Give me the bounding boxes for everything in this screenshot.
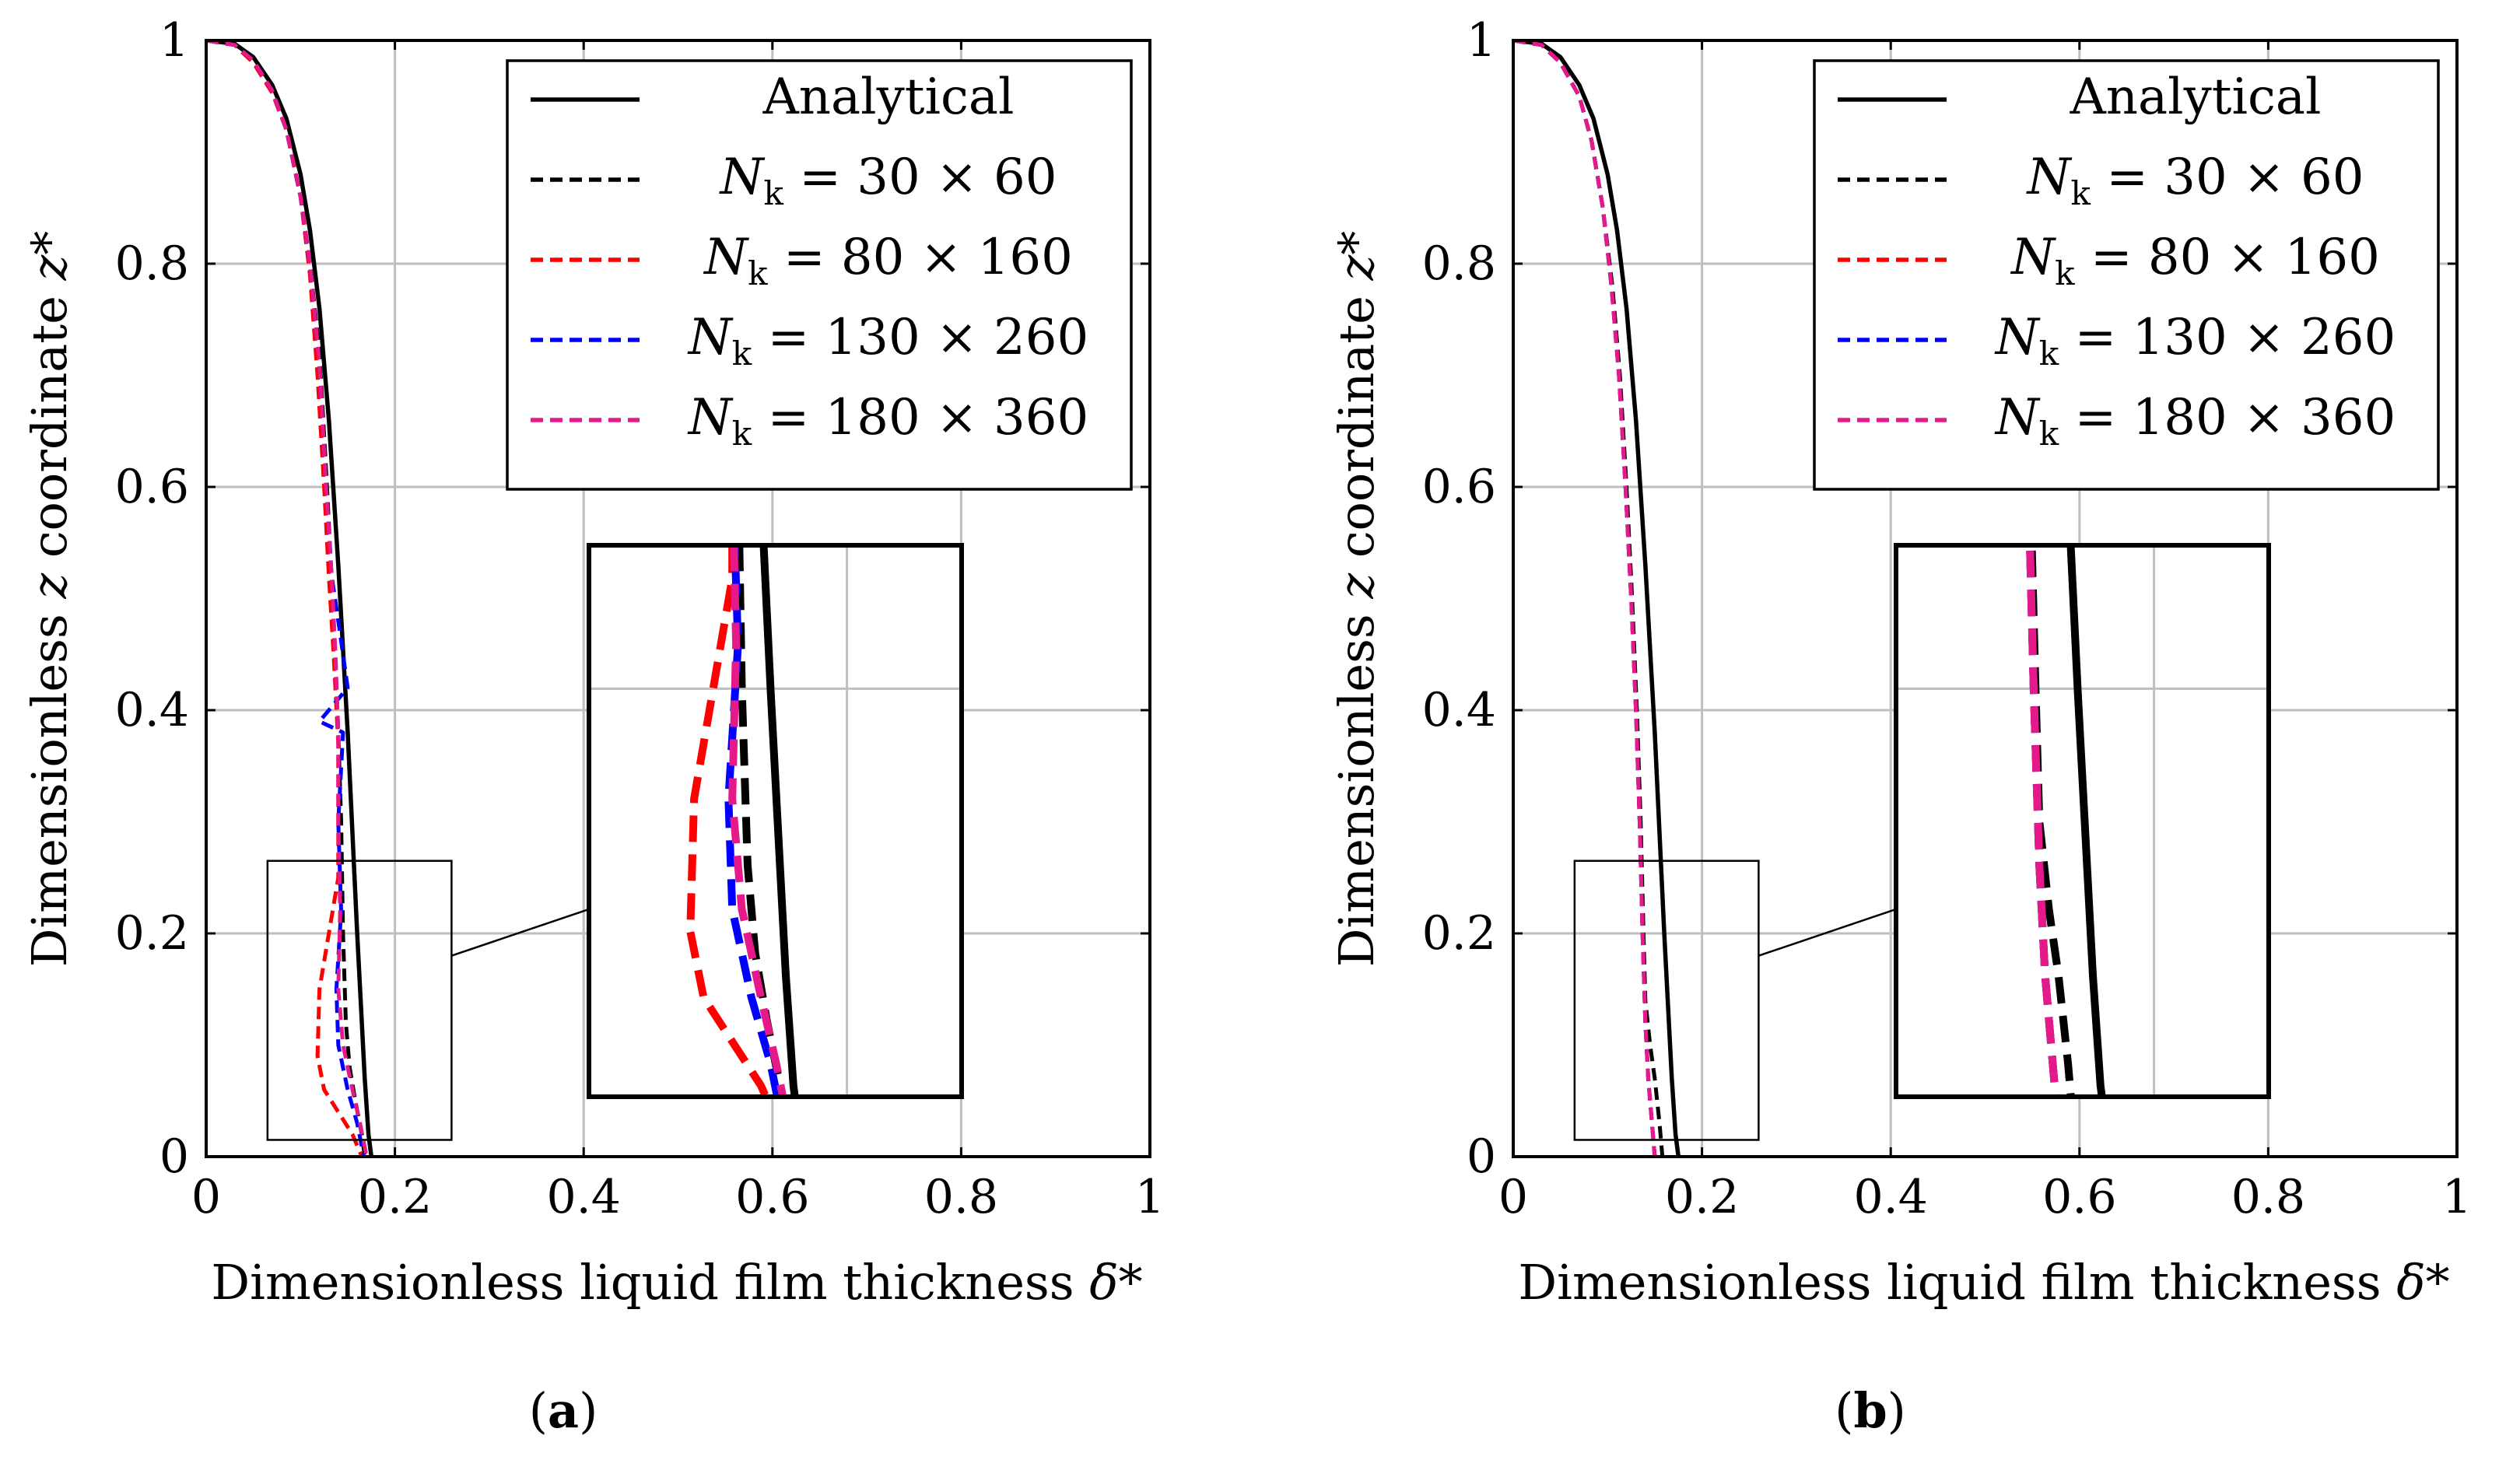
- y-tick-label: 0.8: [1422, 236, 1496, 291]
- legend-box: [506, 59, 1133, 491]
- x-axis-label: Dimensionless liquid film thickness δ*: [1518, 1254, 2449, 1311]
- zoom-region-box: [266, 860, 453, 1141]
- legend-label-0: Analytical: [2070, 68, 2322, 126]
- series-group: [206, 40, 374, 1157]
- y-axis-label: Dimensionless z coordinate z*: [1328, 231, 1385, 968]
- legend-label-3: Nk = 130 × 260: [1994, 309, 2396, 373]
- y-tick-label: 0.8: [115, 236, 189, 291]
- y-tick-label: 0.2: [1422, 906, 1496, 961]
- inset-frame: [587, 543, 964, 1099]
- chart-panel-b: 0 0.2 0.4 0.6 0.8 1 0 0.2 0.4 0.6 0.8 1 Dimensionles…: [1328, 13, 2472, 1439]
- x-tick-label: 0.8: [924, 1170, 998, 1224]
- inset-series-line-4: [2026, 545, 2060, 1097]
- x-tick-label: 0.6: [2042, 1170, 2116, 1224]
- legend-label-4: Nk = 180 × 360: [1994, 389, 2396, 453]
- inset-frame: [1894, 543, 2271, 1099]
- series-line-2: [206, 40, 364, 1157]
- series-group: [1513, 40, 1681, 1157]
- zoom-inset: [587, 543, 964, 1099]
- legend-label-3: Nk = 130 × 260: [687, 309, 1088, 373]
- inset-series-line-2: [686, 545, 770, 1097]
- zoom-connector: [1758, 908, 1897, 957]
- legend-label-2: Nk = 80 × 160: [2010, 229, 2380, 292]
- y-tick-label: 0.6: [1422, 460, 1496, 514]
- legend-label-1: Nk = 30 × 60: [2026, 149, 2364, 212]
- legend-box: [1813, 59, 2440, 491]
- x-tick-label: 0.4: [1853, 1170, 1927, 1224]
- inset-series-line-1: [2028, 545, 2075, 1097]
- x-tick-label: 0.2: [1665, 1170, 1739, 1224]
- x-tick-label: 0: [191, 1170, 221, 1224]
- chart-panel-a: 0 0.2 0.4 0.6 0.8 1 0 0.2 0.4 0.6 0.8 1 Dimensionles…: [21, 13, 1165, 1439]
- y-tick-label: 0: [1467, 1129, 1496, 1184]
- y-tick-label: 0.4: [1422, 683, 1496, 737]
- inset-series-line-4: [728, 545, 787, 1097]
- x-tick-label: 0.8: [2231, 1170, 2305, 1224]
- legend-label-2: Nk = 80 × 160: [703, 229, 1073, 292]
- zoom-region-box: [1573, 860, 1760, 1141]
- x-tick-label: 1: [1135, 1170, 1165, 1224]
- legend-label-4: Nk = 180 × 360: [687, 389, 1088, 453]
- y-tick-label: 0.2: [115, 906, 189, 961]
- x-tick-label: 0.6: [735, 1170, 809, 1224]
- y-tick-label: 1: [1467, 13, 1496, 68]
- x-tick-label: 0: [1498, 1170, 1528, 1224]
- x-axis-label: Dimensionless liquid film thickness δ*: [211, 1254, 1142, 1311]
- series-line-0: [1513, 40, 1681, 1157]
- x-tick-label: 0.4: [546, 1170, 620, 1224]
- series-line-4: [206, 40, 369, 1157]
- y-tick-label: 0.6: [115, 460, 189, 514]
- legend-label-1: Nk = 30 × 60: [719, 149, 1057, 212]
- y-axis-label: Dimensionless z coordinate z*: [21, 231, 78, 968]
- panel-caption: (a): [529, 1382, 598, 1439]
- zoom-inset: [1894, 543, 2271, 1099]
- y-tick-label: 1: [159, 13, 189, 68]
- inset-series-group: [686, 545, 799, 1097]
- inset-series-line-0: [2066, 545, 2106, 1097]
- legend: Analytical Nk = 30 × 60 Nk = 80 × 160 Nk = …: [506, 59, 1133, 491]
- y-tick-label: 0: [159, 1129, 189, 1184]
- plot-frame: [205, 39, 1151, 1158]
- inset-series-line-0: [759, 545, 799, 1097]
- plot-frame: [1512, 39, 2459, 1158]
- panel-caption: (b): [1835, 1382, 1906, 1439]
- series-line-4: [1513, 40, 1657, 1157]
- y-tick-label: 0.4: [115, 683, 189, 737]
- series-line-3: [1513, 40, 1657, 1157]
- series-line-1: [1513, 40, 1665, 1157]
- x-tick-label: 1: [2442, 1170, 2472, 1224]
- legend-label-0: Analytical: [762, 68, 1015, 126]
- x-tick-label: 0.2: [358, 1170, 432, 1224]
- series-line-2: [1513, 40, 1657, 1157]
- series-line-0: [206, 40, 374, 1157]
- legend: Analytical Nk = 30 × 60 Nk = 80 × 160 Nk = …: [1813, 59, 2440, 491]
- zoom-connector: [450, 908, 590, 957]
- inset-series-group: [2026, 545, 2106, 1097]
